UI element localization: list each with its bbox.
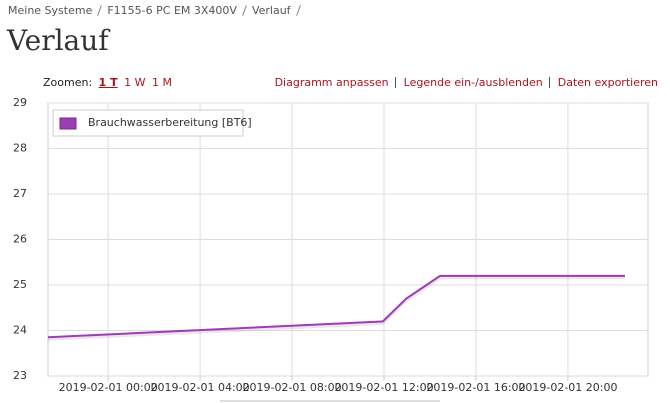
zoom-option[interactable]: 1 T xyxy=(98,76,118,89)
separator xyxy=(242,5,247,16)
y-tick-label: 29 xyxy=(13,96,27,109)
crumb[interactable]: F1155-6 PC EM 3X400V xyxy=(107,4,237,17)
action[interactable]: Diagramm anpassen xyxy=(274,76,389,89)
y-tick-label: 25 xyxy=(13,278,27,291)
legend-swatch xyxy=(59,117,77,130)
x-tick-label: 2019-02-01 04:00 xyxy=(151,381,250,394)
action[interactable]: Daten exportieren xyxy=(557,76,658,89)
zoom-label: Zoomen: xyxy=(43,76,93,89)
legend-label: Brauchwasserbereitung [BT6] xyxy=(88,116,252,129)
y-tick-label: 28 xyxy=(13,142,27,155)
x-tick-label: 2019-02-01 00:00 xyxy=(59,381,158,394)
y-tick-label: 26 xyxy=(13,233,27,246)
page-title: Verlauf xyxy=(7,24,109,57)
separator xyxy=(97,5,103,16)
crumb[interactable]: Meine Systeme xyxy=(8,4,93,17)
x-tick-label: 2019-02-01 16:00 xyxy=(426,381,525,394)
zoom-option[interactable]: 1 W xyxy=(124,76,146,89)
separator xyxy=(295,5,301,16)
y-tick-label: 23 xyxy=(13,369,27,382)
separator xyxy=(548,77,550,88)
crumb[interactable]: Verlauf xyxy=(251,4,291,17)
line xyxy=(47,274,625,339)
y-tick-label: 24 xyxy=(13,324,27,337)
legend-box xyxy=(52,109,244,137)
y-tick-label: 27 xyxy=(13,187,27,200)
breadcrumb: Meine Systeme F1155-6 PC EM 3X400V Verla… xyxy=(8,4,306,17)
zoom-option[interactable]: 1 M xyxy=(152,76,173,89)
action[interactable]: Legende ein-/ausblenden xyxy=(403,76,543,89)
x-tick-label: 2019-02-01 12:00 xyxy=(334,381,433,394)
separator xyxy=(394,77,396,88)
actions: Diagramm anpassen Legende ein-/ausblende… xyxy=(275,76,658,89)
line-shadow xyxy=(47,276,625,341)
x-tick-label: 2019-02-01 08:00 xyxy=(242,381,341,394)
x-tick-label: 2019-02-01 20:00 xyxy=(518,381,617,394)
zoom: Zoomen: 1 T 1 W 1 M xyxy=(43,76,172,89)
